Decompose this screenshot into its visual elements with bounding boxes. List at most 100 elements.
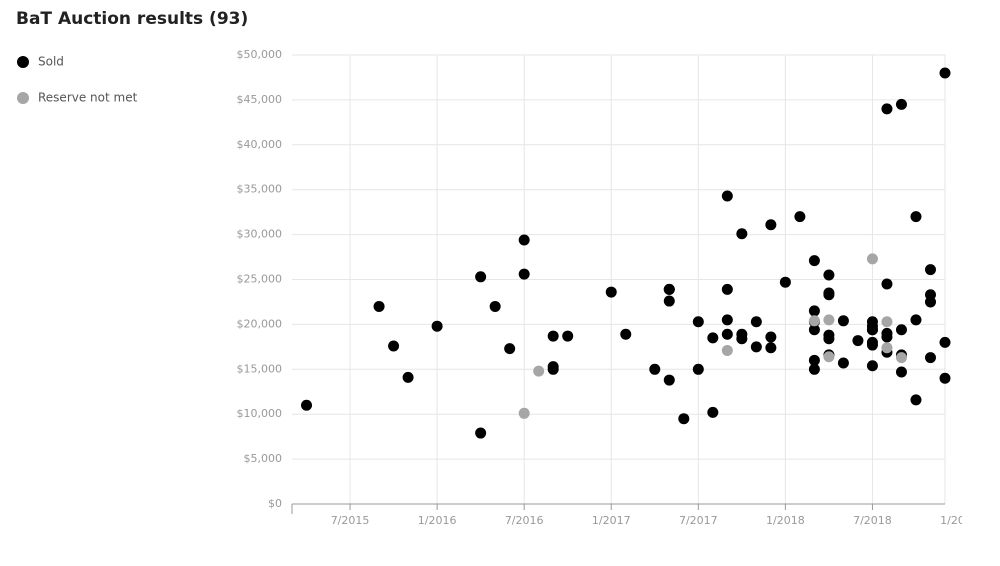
point: [750, 341, 762, 353]
point: [852, 335, 864, 347]
point: [518, 234, 530, 246]
point: [431, 320, 443, 332]
point: [939, 372, 951, 384]
point: [823, 287, 835, 299]
point: [663, 295, 675, 307]
point: [707, 406, 719, 418]
point: [808, 305, 820, 317]
point: [881, 342, 893, 354]
y-tick-label: $5,000: [244, 452, 283, 465]
point: [547, 330, 559, 342]
point: [475, 427, 487, 439]
point: [808, 324, 820, 336]
chart-title: BaT Auction results (93): [16, 9, 248, 29]
point: [910, 314, 922, 326]
grid: [292, 54, 946, 505]
point: [402, 371, 414, 383]
point: [692, 363, 704, 375]
point: [866, 253, 878, 265]
point: [388, 340, 400, 352]
point: [881, 331, 893, 343]
point: [765, 342, 777, 354]
points: [301, 67, 951, 439]
point: [910, 211, 922, 223]
point: [750, 316, 762, 328]
legend-marker: [17, 92, 29, 104]
point: [663, 283, 675, 295]
point: [939, 336, 951, 348]
x-tick-label: 1/2016: [418, 514, 457, 527]
point: [721, 328, 733, 340]
point: [736, 228, 748, 240]
point: [837, 315, 849, 327]
x-tick-label: 7/2016: [505, 514, 544, 527]
legend: Sold Reserve not met: [17, 55, 138, 105]
point: [895, 98, 907, 110]
point: [663, 374, 675, 386]
point: [895, 366, 907, 378]
point: [373, 300, 385, 312]
point: [924, 296, 936, 308]
point: [808, 255, 820, 267]
x-tick-label: 1/2017: [592, 514, 631, 527]
point: [895, 324, 907, 336]
point: [707, 332, 719, 344]
point: [939, 67, 951, 79]
x-tick-label: 1/2018: [766, 514, 805, 527]
point: [518, 407, 530, 419]
point: [823, 351, 835, 363]
point: [866, 360, 878, 372]
point: [808, 363, 820, 375]
y-tick-label: $50,000: [237, 48, 283, 61]
y-tick-label: $15,000: [237, 362, 283, 375]
y-tick-label: $20,000: [237, 317, 283, 330]
legend-label: Reserve not met: [38, 91, 138, 105]
point: [765, 219, 777, 231]
point: [881, 316, 893, 328]
y-tick-label: $35,000: [237, 183, 283, 196]
y-tick-label: $40,000: [237, 138, 283, 151]
x-tick-label: 1/2019: [940, 514, 979, 527]
y-tick-label: $45,000: [237, 93, 283, 106]
point: [823, 314, 835, 326]
point: [924, 352, 936, 364]
x-tick-label: 7/2018: [853, 514, 892, 527]
point: [547, 361, 559, 373]
point: [881, 278, 893, 290]
point: [924, 264, 936, 276]
point: [721, 190, 733, 202]
point: [895, 352, 907, 364]
y-tick-label: $25,000: [237, 273, 283, 286]
point: [808, 315, 820, 327]
point: [823, 269, 835, 281]
point: [692, 316, 704, 328]
y-tick-label: $30,000: [237, 228, 283, 241]
y-tick-label: $0: [268, 497, 282, 510]
legend-marker: [17, 56, 29, 68]
point: [779, 276, 791, 288]
point: [678, 413, 690, 425]
x-tick-label: 7/2017: [679, 514, 718, 527]
point: [475, 271, 487, 283]
point: [736, 328, 748, 340]
point: [533, 365, 545, 377]
point: [721, 314, 733, 326]
point: [765, 331, 777, 343]
point: [518, 268, 530, 280]
point: [823, 329, 835, 341]
point: [301, 399, 313, 411]
point: [649, 363, 661, 375]
point: [837, 357, 849, 369]
point: [721, 283, 733, 295]
point: [504, 343, 516, 355]
point: [808, 354, 820, 366]
point: [794, 211, 806, 223]
point: [881, 103, 893, 115]
x-tick-label: 7/2015: [331, 514, 370, 527]
point: [910, 394, 922, 406]
point: [721, 344, 733, 356]
point: [620, 328, 632, 340]
y-tick-label: $10,000: [237, 407, 283, 420]
point: [562, 330, 574, 342]
point: [605, 286, 617, 298]
